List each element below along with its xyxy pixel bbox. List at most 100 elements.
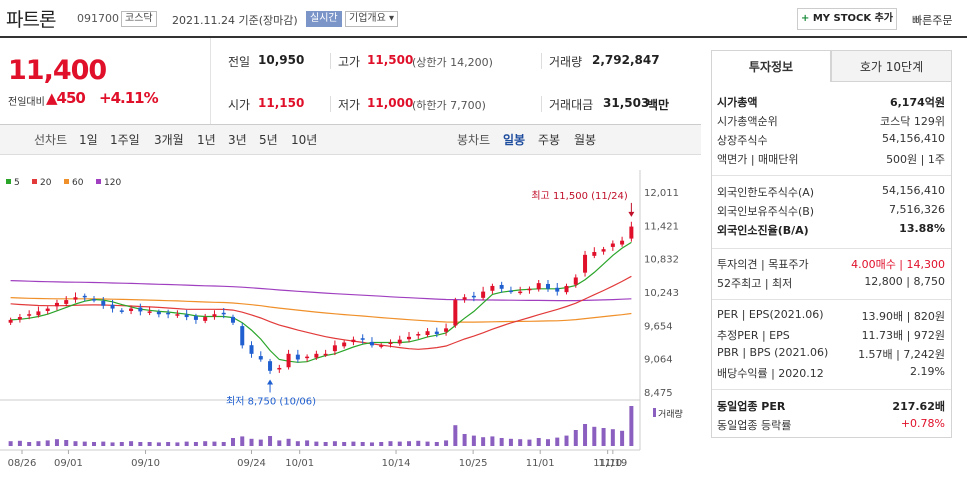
volume-bar: [518, 439, 523, 446]
volume-bar: [175, 442, 180, 446]
x-tick-label: 11/01: [526, 458, 555, 469]
volume-bar: [379, 442, 384, 446]
info-label-1: 시가총액순위: [717, 115, 778, 128]
candle-body: [342, 342, 347, 347]
y-tick-label: 10,243: [644, 288, 679, 299]
volume-bar: [17, 440, 22, 446]
period-3y[interactable]: 3년: [228, 133, 247, 147]
period-3m[interactable]: 3개월: [154, 133, 184, 147]
high-value: 11,500: [367, 53, 414, 67]
volume-bar: [360, 442, 365, 446]
tab-order-book[interactable]: 호가 10단계: [831, 50, 952, 82]
stock-code: 091700: [77, 12, 119, 25]
period-1d[interactable]: 1일: [79, 133, 98, 147]
change-label: 전일대비: [8, 97, 45, 108]
candle-body: [481, 291, 486, 298]
candle-body: [453, 300, 458, 326]
chevron-down-icon: ▾: [385, 13, 395, 24]
candle-body: [369, 341, 374, 346]
company-info-label: 기업개요: [349, 13, 386, 24]
volume-bar: [471, 435, 476, 446]
candle-body: [203, 317, 208, 321]
header-divider: [0, 36, 967, 38]
open-value: 11,150: [258, 96, 305, 110]
volume-value: 2,792,847: [592, 53, 660, 67]
company-info-dropdown[interactable]: 기업개요 ▾: [345, 11, 399, 27]
period-1w[interactable]: 1주일: [110, 133, 140, 147]
candle-body: [555, 287, 560, 292]
volume-bar: [351, 441, 356, 446]
volume-bar: [286, 438, 291, 446]
prev-close-label: 전일: [228, 55, 251, 69]
candle-monthly[interactable]: 월봉: [574, 133, 597, 147]
plus-icon: +: [800, 13, 810, 24]
quote-divider: [541, 53, 542, 69]
y-tick-label: 10,832: [644, 255, 679, 266]
volume-bar: [592, 426, 597, 446]
volume-bar: [416, 440, 421, 446]
volume-bar: [508, 438, 513, 446]
candle-body: [212, 314, 217, 317]
volume-bar: [268, 436, 273, 446]
x-tick-label: 08/26: [8, 458, 37, 469]
up-triangle-icon: ▲: [46, 89, 58, 107]
candle-body: [518, 291, 523, 294]
candle-body: [360, 338, 365, 340]
candle-body: [249, 345, 254, 354]
info-value-14: +0.78%: [900, 417, 945, 430]
info-label-7: 투자의견 | 목표주가: [717, 258, 809, 271]
y-tick-label: 11,421: [644, 221, 679, 232]
candle-body: [416, 334, 421, 336]
candle-body: [499, 284, 504, 289]
info-label-13: 동일업종 PER: [717, 400, 786, 413]
volume-bar: [564, 435, 569, 446]
candle-body: [8, 319, 13, 323]
candle-body: [629, 226, 634, 239]
realtime-button[interactable]: 실시간: [306, 11, 342, 27]
high-label: 고가: [338, 55, 361, 69]
info-label-4: 외국인한도주식수(A): [717, 186, 815, 199]
info-label-3: 액면가 | 매매단위: [717, 153, 799, 166]
candle-body: [592, 252, 597, 256]
info-label-9: PER | EPS(2021.06): [717, 308, 824, 321]
info-label-8: 52주최고 | 최저: [717, 277, 793, 290]
legend-label-60: 60: [72, 178, 84, 188]
volume-bar: [101, 441, 106, 446]
candle-body: [119, 310, 124, 312]
period-10y[interactable]: 10년: [291, 133, 318, 147]
tab-investment-info[interactable]: 투자정보: [711, 50, 831, 82]
quote-divider: [330, 53, 331, 69]
volume-bar: [555, 437, 560, 446]
candle-body: [305, 356, 310, 359]
candle-body: [27, 314, 32, 316]
price-divider: [210, 38, 211, 124]
quote-divider: [541, 96, 542, 112]
volume-bar: [314, 441, 319, 446]
x-tick-label: 09/01: [54, 458, 83, 469]
info-value-3: 500원 | 1주: [886, 153, 945, 166]
info-label-2: 상장주식수: [717, 134, 768, 147]
candle-body: [323, 353, 328, 356]
period-5y[interactable]: 5년: [259, 133, 278, 147]
info-label-14: 동일업종 등락률: [717, 419, 792, 432]
y-tick-label: 8,475: [644, 388, 673, 399]
volume-bar: [249, 438, 254, 446]
add-mystock-button[interactable]: + MY STOCK 추가: [797, 8, 897, 30]
candle-body: [444, 328, 449, 332]
info-divider: [712, 248, 951, 249]
y-tick-label: 9,064: [644, 355, 673, 366]
info-value-4: 54,156,410: [882, 184, 945, 197]
candle-body: [620, 240, 625, 245]
current-price: 11,400: [8, 55, 107, 86]
candle-body: [129, 308, 134, 311]
candle-weekly[interactable]: 주봉: [538, 133, 561, 147]
amount-unit: 백만: [647, 98, 670, 112]
candle-daily[interactable]: 일봉: [503, 133, 526, 147]
period-1y[interactable]: 1년: [197, 133, 216, 147]
quick-order-button[interactable]: 빠른주문: [912, 14, 953, 27]
price-chart[interactable]: 5 20 60 120 12,011 11,421 10,832 10,243 9,654 9,0…: [0, 170, 701, 477]
volume-bar: [54, 439, 59, 446]
volume-bar: [545, 439, 550, 446]
y-tick-label: 12,011: [644, 188, 679, 199]
candle-body: [64, 300, 69, 304]
